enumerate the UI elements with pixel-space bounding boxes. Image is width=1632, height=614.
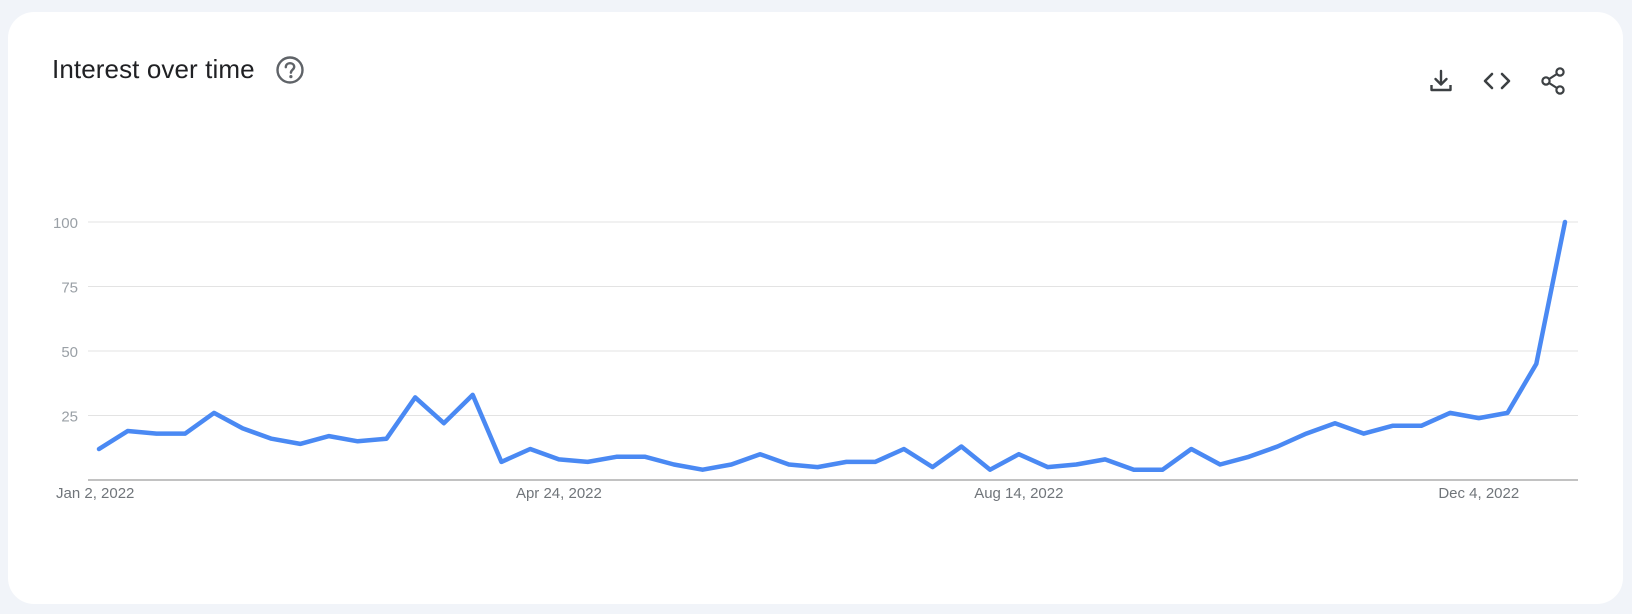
share-icon[interactable] — [1537, 65, 1569, 97]
code-icon[interactable] — [1481, 65, 1513, 97]
card-header: Interest over time — [52, 54, 305, 85]
download-icon[interactable] — [1425, 65, 1457, 97]
card-actions — [1401, 65, 1569, 97]
y-tick-label: 25 — [61, 409, 78, 426]
x-tick-label: Jan 2, 2022 — [56, 485, 134, 502]
x-tick-label: Dec 4, 2022 — [1438, 485, 1519, 502]
y-tick-label: 50 — [61, 344, 78, 361]
help-icon[interactable] — [275, 55, 305, 85]
y-tick-label: 75 — [61, 280, 78, 297]
series-line — [96, 219, 1568, 472]
x-tick-label: Aug 14, 2022 — [974, 485, 1063, 502]
card-title: Interest over time — [52, 54, 255, 84]
x-tick-label: Apr 24, 2022 — [516, 485, 602, 502]
interest-over-time-card: Interest over time — [8, 12, 1623, 604]
y-tick-label: 100 — [53, 215, 78, 232]
